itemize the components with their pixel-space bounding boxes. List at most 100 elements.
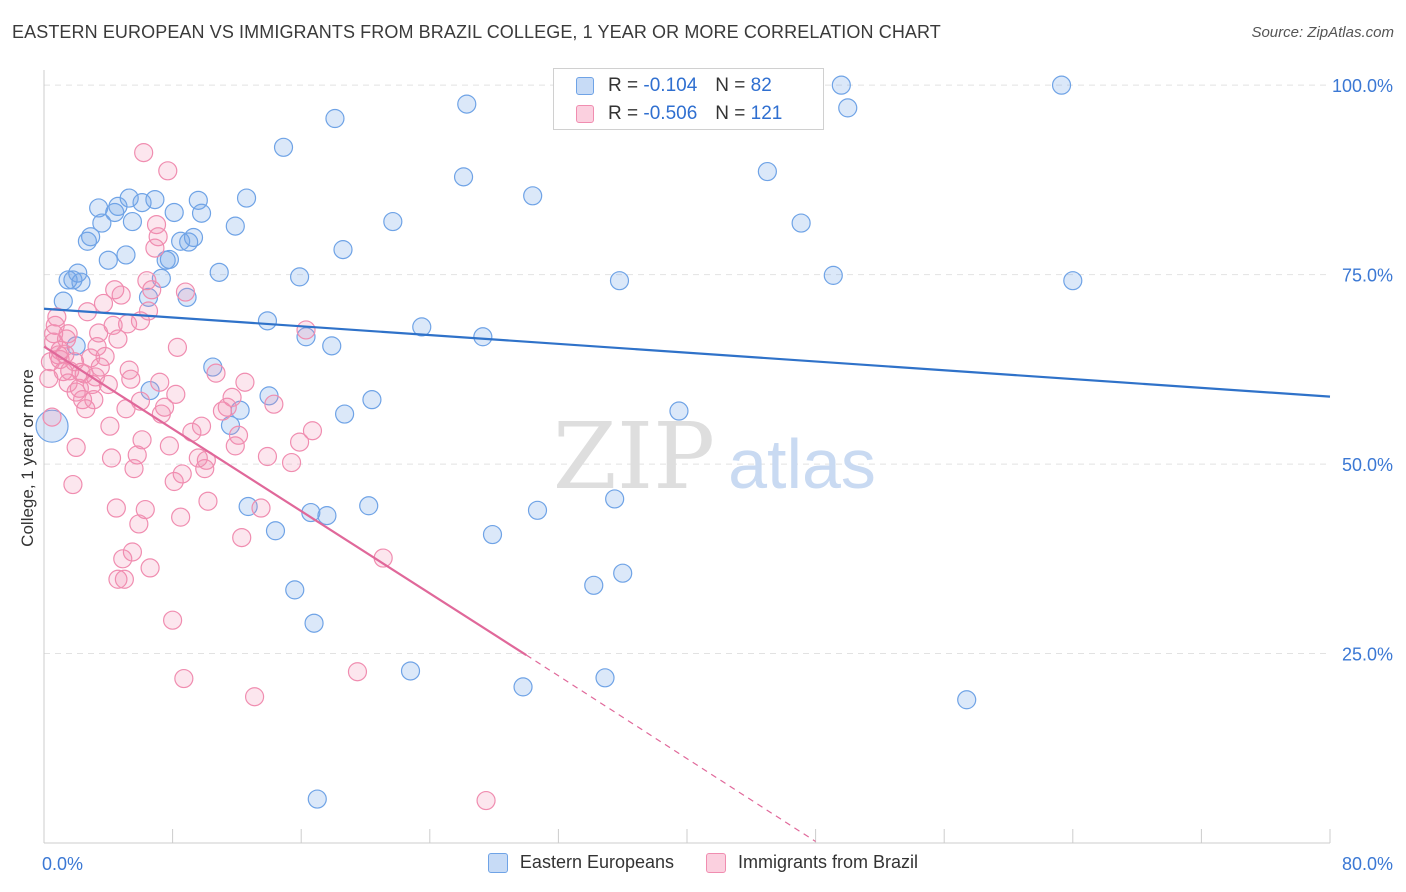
point-eastern-european-1 — [53, 291, 73, 311]
point-eastern-european-59 — [457, 94, 477, 114]
point-eastern-european-19 — [140, 380, 160, 401]
y-tick-label-2: 75.0% — [1342, 266, 1393, 286]
point-brazil-68 — [154, 397, 175, 417]
point-brazil-75 — [171, 507, 191, 527]
tick-labels: 25.0% 50.0% 75.0% 100.0% 0.0% 80.0% — [42, 76, 1393, 874]
point-brazil-87 — [217, 397, 237, 417]
points-immigrants-from-brazil — [39, 143, 496, 811]
legend-n-label: N = — [715, 75, 746, 96]
point-brazil-45 — [114, 569, 134, 589]
point-brazil-98 — [289, 432, 310, 452]
point-brazil-72 — [164, 471, 184, 492]
point-eastern-european-68 — [609, 271, 630, 291]
point-eastern-european-44 — [296, 327, 316, 347]
point-eastern-european-50 — [325, 108, 345, 129]
point-brazil-64 — [146, 215, 167, 235]
point-eastern-european-6 — [71, 272, 91, 292]
point-brazil-97 — [281, 452, 302, 473]
point-brazil-19 — [66, 437, 86, 458]
point-brazil-58 — [135, 499, 155, 520]
legend-n-value: 82 — [750, 75, 772, 96]
point-brazil-91 — [232, 527, 252, 548]
point-brazil-52 — [127, 445, 147, 465]
point-brazil-63 — [145, 238, 165, 258]
point-brazil-37 — [101, 448, 122, 468]
point-eastern-european-75 — [838, 98, 858, 118]
point-brazil-80 — [188, 448, 208, 468]
point-brazil-35 — [98, 374, 118, 395]
point-brazil-77 — [174, 668, 194, 689]
legend-swatch-blue — [576, 77, 594, 95]
point-eastern-european-52 — [335, 404, 355, 424]
y-tick-label-3: 100.0% — [1332, 76, 1393, 96]
point-brazil-57 — [134, 143, 154, 163]
point-eastern-european-34 — [225, 216, 245, 236]
point-eastern-european-55 — [383, 211, 403, 232]
point-brazil-36 — [100, 416, 120, 436]
source-label: Source: ZipAtlas.com — [1251, 24, 1394, 41]
y-tick-label-1: 50.0% — [1342, 455, 1393, 475]
point-eastern-european-63 — [523, 186, 543, 206]
point-brazil-59 — [137, 271, 157, 291]
legend-r-label: R = — [608, 103, 639, 124]
point-brazil-66 — [150, 372, 170, 392]
series-swatch-pink — [706, 852, 727, 873]
trend-lines — [43, 307, 1331, 842]
trend-line-eastern-europeans — [43, 307, 1331, 398]
point-eastern-european-31 — [203, 357, 223, 377]
point-brazil-34 — [95, 346, 115, 367]
x-tick-label-min: 0.0% — [42, 854, 83, 874]
point-brazil-40 — [106, 498, 126, 518]
point-eastern-european-41 — [273, 137, 294, 157]
point-eastern-european-3 — [63, 270, 83, 290]
point-eastern-european-9 — [89, 198, 109, 218]
point-brazil-78 — [175, 282, 196, 302]
point-brazil-41 — [108, 569, 128, 589]
point-eastern-european-48 — [317, 506, 337, 526]
point-eastern-european-8 — [81, 227, 101, 247]
point-eastern-european-67 — [605, 489, 625, 509]
series-legend-eastern-europeans[interactable]: Eastern Europeans — [487, 852, 674, 873]
point-brazil-61 — [140, 558, 160, 578]
correlation-legend: R = -0.104 N = 82 R = -0.506 N = 121 — [553, 68, 824, 130]
legend-swatch-pink — [576, 105, 594, 123]
point-eastern-european-71 — [757, 161, 777, 182]
point-brazil-84 — [198, 491, 218, 511]
point-eastern-european-24 — [164, 202, 184, 223]
point-brazil-90 — [228, 425, 249, 445]
point-brazil-13 — [58, 324, 78, 344]
point-eastern-european-43 — [289, 267, 310, 287]
series-swatch-blue — [487, 852, 508, 873]
point-eastern-european-14 — [116, 245, 136, 265]
point-brazil-101 — [347, 662, 368, 682]
point-brazil-81 — [191, 416, 212, 436]
point-eastern-european-53 — [359, 496, 379, 516]
point-brazil-96 — [264, 394, 284, 414]
watermark-atlas: atlas — [728, 425, 876, 503]
point-eastern-european-28 — [183, 227, 204, 248]
point-eastern-european-11 — [98, 250, 118, 270]
point-eastern-european-16 — [122, 211, 143, 232]
point-eastern-european-78 — [1063, 271, 1083, 291]
series-legend-immigrants-from-brazil[interactable]: Immigrants from Brazil — [706, 852, 918, 873]
point-brazil-74 — [167, 337, 188, 357]
legend-r-label: R = — [608, 75, 639, 96]
point-eastern-european-10 — [92, 213, 112, 233]
point-brazil-69 — [158, 161, 178, 181]
point-eastern-european-57 — [412, 317, 432, 337]
point-brazil-94 — [251, 498, 271, 518]
legend-r-value: -0.506 — [643, 103, 698, 124]
point-eastern-european-40 — [265, 521, 286, 541]
point-brazil-93 — [244, 687, 265, 707]
points-eastern-europeans — [35, 75, 1083, 809]
point-eastern-european-47 — [307, 789, 327, 809]
point-brazil-95 — [257, 446, 278, 467]
point-eastern-european-38 — [257, 311, 278, 331]
point-brazil-88 — [222, 387, 242, 407]
point-eastern-european-32 — [209, 262, 229, 282]
point-brazil-28 — [84, 390, 104, 410]
point-eastern-european-73 — [823, 265, 843, 285]
watermark-zip: ZIP — [553, 403, 715, 510]
y-tick-label-0: 25.0% — [1342, 645, 1393, 665]
point-brazil-92 — [235, 372, 255, 392]
